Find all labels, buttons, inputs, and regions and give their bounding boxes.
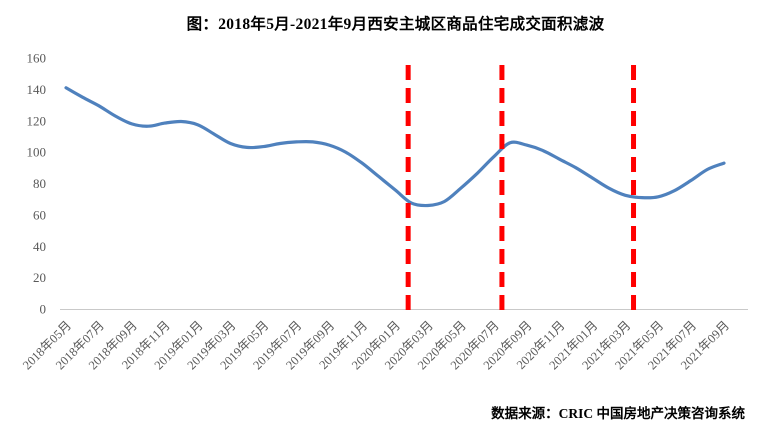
y-axis-tick-label: 40 xyxy=(33,239,46,254)
y-axis-tick-label: 160 xyxy=(27,51,47,66)
data-source: 数据来源：CRIC 中国房地产决策咨询系统 xyxy=(491,406,745,421)
y-axis-tick-label: 100 xyxy=(27,145,47,160)
y-axis-tick-label: 0 xyxy=(40,302,47,317)
chart-title: 图：2018年5月-2021年9月西安主城区商品住宅成交面积滤波 xyxy=(186,16,605,33)
y-axis-tick-label: 60 xyxy=(33,207,46,222)
trend-line xyxy=(64,86,726,208)
y-axis-tick-label: 140 xyxy=(27,82,47,97)
y-axis-tick-label: 20 xyxy=(33,270,46,285)
y-axis-tick-label: 80 xyxy=(33,176,46,191)
y-axis-tick-label: 120 xyxy=(27,113,47,128)
